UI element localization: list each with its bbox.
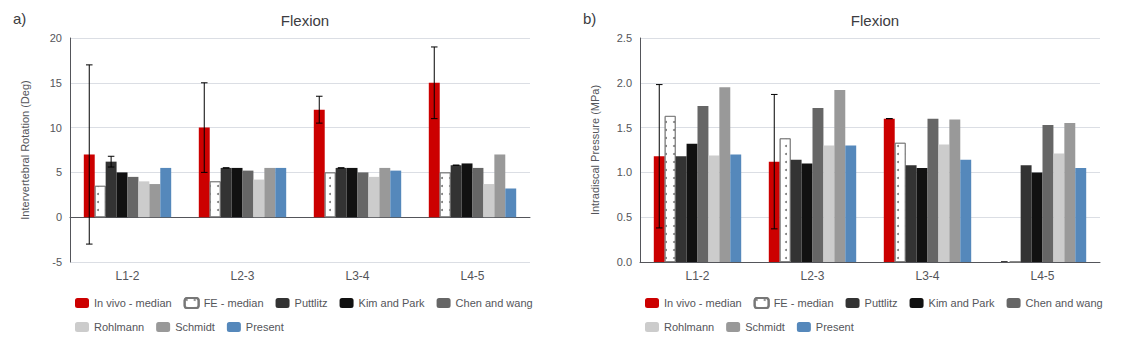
svg-text:L2-3: L2-3 — [230, 269, 254, 283]
svg-text:In vivo - median: In vivo - median — [664, 297, 742, 309]
svg-text:FE - median: FE - median — [204, 297, 264, 309]
svg-text:L1-2: L1-2 — [685, 269, 709, 283]
svg-text:Schmidt: Schmidt — [175, 321, 215, 333]
svg-text:L2-3: L2-3 — [800, 269, 824, 283]
svg-text:Kim and Park: Kim and Park — [929, 297, 996, 309]
svg-text:Chen and wang: Chen and wang — [1026, 297, 1103, 309]
svg-text:Present: Present — [246, 321, 284, 333]
svg-text:2.5: 2.5 — [617, 32, 632, 44]
svg-text:L3-4: L3-4 — [345, 269, 369, 283]
svg-text:5: 5 — [56, 166, 62, 178]
svg-text:1.0: 1.0 — [617, 166, 632, 178]
svg-text:Intervertebral Rotation (Deg): Intervertebral Rotation (Deg) — [19, 80, 31, 219]
svg-text:0: 0 — [56, 211, 62, 223]
svg-text:Flexion: Flexion — [281, 12, 329, 29]
svg-text:-5: -5 — [52, 256, 62, 268]
svg-text:In vivo - median: In vivo - median — [94, 297, 172, 309]
svg-text:20: 20 — [50, 32, 62, 44]
svg-text:0.0: 0.0 — [617, 256, 632, 268]
svg-text:Puttlitz: Puttlitz — [295, 297, 328, 309]
svg-text:L4-5: L4-5 — [1030, 269, 1054, 283]
svg-text:0.5: 0.5 — [617, 211, 632, 223]
svg-text:Chen and wang: Chen and wang — [456, 297, 533, 309]
svg-text:Puttlitz: Puttlitz — [865, 297, 898, 309]
svg-text:Rohlmann: Rohlmann — [94, 321, 144, 333]
svg-text:1.5: 1.5 — [617, 122, 632, 134]
svg-text:Kim and Park: Kim and Park — [359, 297, 426, 309]
svg-text:10: 10 — [50, 122, 62, 134]
svg-text:15: 15 — [50, 77, 62, 89]
svg-text:L3-4: L3-4 — [915, 269, 939, 283]
svg-text:L1-2: L1-2 — [115, 269, 139, 283]
svg-text:Present: Present — [816, 321, 854, 333]
svg-text:a): a) — [13, 10, 26, 27]
svg-text:Schmidt: Schmidt — [745, 321, 785, 333]
svg-text:Intradiscal Pressure (MPa): Intradiscal Pressure (MPa) — [589, 85, 601, 215]
svg-text:2.0: 2.0 — [617, 77, 632, 89]
svg-text:b): b) — [583, 10, 596, 27]
svg-text:FE - median: FE - median — [774, 297, 834, 309]
svg-text:Flexion: Flexion — [851, 12, 899, 29]
svg-text:L4-5: L4-5 — [460, 269, 484, 283]
svg-text:Rohlmann: Rohlmann — [664, 321, 714, 333]
